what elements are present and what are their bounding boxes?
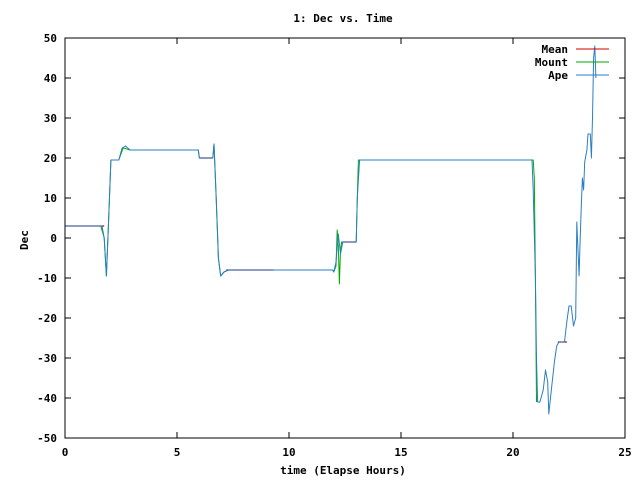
y-tick-label: -30 [37,352,57,365]
y-tick-label: 50 [44,32,57,45]
legend-label-mean: Mean [542,43,569,56]
y-tick-label: 10 [44,192,57,205]
x-tick-label: 15 [394,446,407,459]
y-tick-label: 30 [44,112,57,125]
x-tick-label: 20 [506,446,519,459]
legend-label-mount: Mount [535,56,568,69]
y-axis-label: Dec [18,230,31,250]
y-ticks: -50 -40 -30 -20 -10 0 10 20 30 40 50 [37,32,625,445]
x-tick-label: 0 [62,446,69,459]
y-tick-label: -50 [37,432,57,445]
x-tick-label: 25 [618,446,631,459]
y-tick-label: 40 [44,72,57,85]
legend-label-ape: Ape [548,69,568,82]
plot-frame [64,37,626,439]
series-ape-line [65,45,597,415]
x-axis-label: time (Elapse Hours) [280,464,406,477]
y-tick-label: 20 [44,152,57,165]
y-tick-label: 0 [50,232,57,245]
y-tick-label: -10 [37,272,57,285]
y-tick-label: -20 [37,312,57,325]
plot-lines [65,45,597,415]
series-mount-line [65,143,537,403]
x-tick-label: 10 [282,446,295,459]
x-ticks: 0 5 10 15 20 25 [62,38,632,459]
chart-title: 1: Dec vs. Time [293,12,393,25]
x-tick-label: 5 [174,446,181,459]
y-tick-label: -40 [37,392,57,405]
